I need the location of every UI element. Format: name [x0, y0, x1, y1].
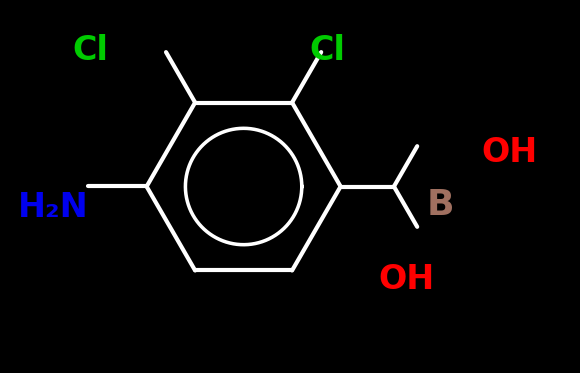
Text: B: B: [427, 188, 455, 222]
Text: OH: OH: [378, 263, 434, 296]
Text: OH: OH: [481, 137, 538, 169]
Text: Cl: Cl: [310, 34, 346, 67]
Text: H₂N: H₂N: [17, 191, 88, 223]
Text: Cl: Cl: [72, 34, 108, 67]
